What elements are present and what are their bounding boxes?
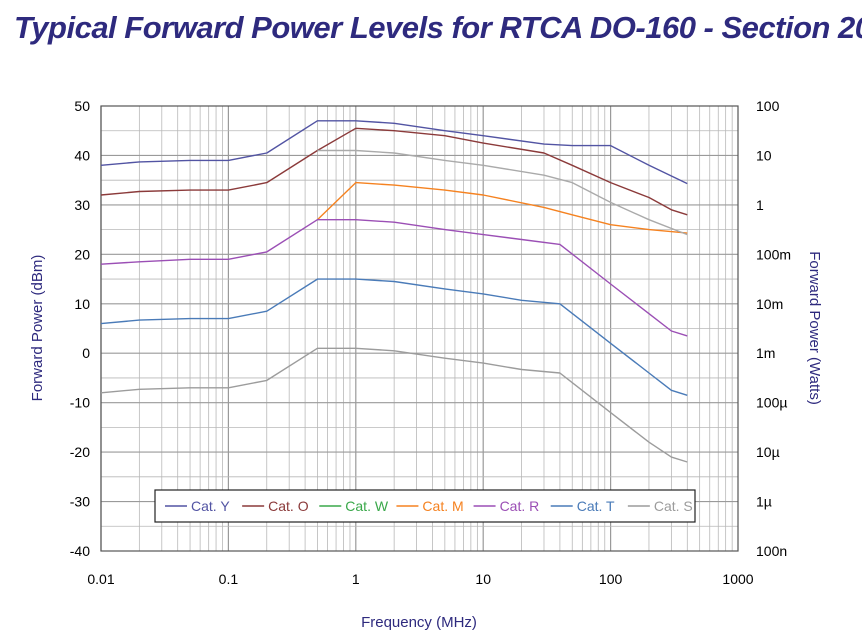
legend-label: Cat. Y <box>191 498 230 514</box>
series-line <box>100 120 688 185</box>
y2-tick-label: 10µ <box>756 444 780 460</box>
legend-label: Cat. T <box>577 498 615 514</box>
x-tick-label: 10 <box>475 571 491 587</box>
legend-label: Cat. M <box>422 498 463 514</box>
y-tick-label: -20 <box>70 444 90 460</box>
y-axis-title: Forward Power (dBm) <box>29 255 46 402</box>
x-tick-label: 1000 <box>722 571 753 587</box>
y2-tick-label: 1 <box>756 197 764 213</box>
y-tick-label: 30 <box>74 197 90 213</box>
series-line <box>317 149 688 236</box>
series-line <box>100 278 688 396</box>
y2-tick-label: 100µ <box>756 395 787 411</box>
legend-label: Cat. S <box>654 498 693 514</box>
axis-labels: 50403020100-10-20-30-40100101100m10m1m10… <box>70 98 791 587</box>
y2-tick-label: 10 <box>756 147 772 163</box>
y2-tick-label: 1m <box>756 345 775 361</box>
x-tick-label: 0.1 <box>219 571 239 587</box>
plot-border <box>100 105 739 552</box>
series-line <box>100 127 688 216</box>
y-tick-label: 10 <box>74 296 90 312</box>
y2-tick-label: 100n <box>756 543 787 559</box>
x-tick-label: 0.01 <box>87 571 114 587</box>
y2-axis-title: Forward Power (Watts) <box>806 251 823 405</box>
y-tick-label: 0 <box>82 345 90 361</box>
y2-tick-label: 10m <box>756 296 783 312</box>
y2-tick-label: 100 <box>756 98 780 114</box>
series-lines <box>100 120 688 463</box>
legend: Cat. Y Cat. O Cat. W Cat. M Cat. R Cat. T Cat.… <box>154 489 696 523</box>
x-axis-title: Frequency (MHz) <box>361 614 477 631</box>
chart-title: Typical Forward Power Levels for RTCA DO… <box>14 10 862 45</box>
legend-label: Cat. O <box>268 498 309 514</box>
x-tick-label: 1 <box>352 571 360 587</box>
legend-label: Cat. W <box>345 498 389 514</box>
legend-label: Cat. R <box>500 498 540 514</box>
y2-tick-label: 1µ <box>756 494 772 510</box>
y-tick-label: -10 <box>70 395 90 411</box>
x-tick-label: 100 <box>599 571 623 587</box>
series-line <box>316 181 688 234</box>
y-tick-label: 20 <box>74 246 90 262</box>
y-tick-label: -40 <box>70 543 90 559</box>
series-line <box>100 347 688 463</box>
y-tick-label: -30 <box>70 494 90 510</box>
y-tick-label: 50 <box>74 98 90 114</box>
y2-tick-label: 100m <box>756 246 791 262</box>
series-line <box>100 218 688 337</box>
plot-grid <box>100 105 739 552</box>
y-tick-label: 40 <box>74 147 90 163</box>
